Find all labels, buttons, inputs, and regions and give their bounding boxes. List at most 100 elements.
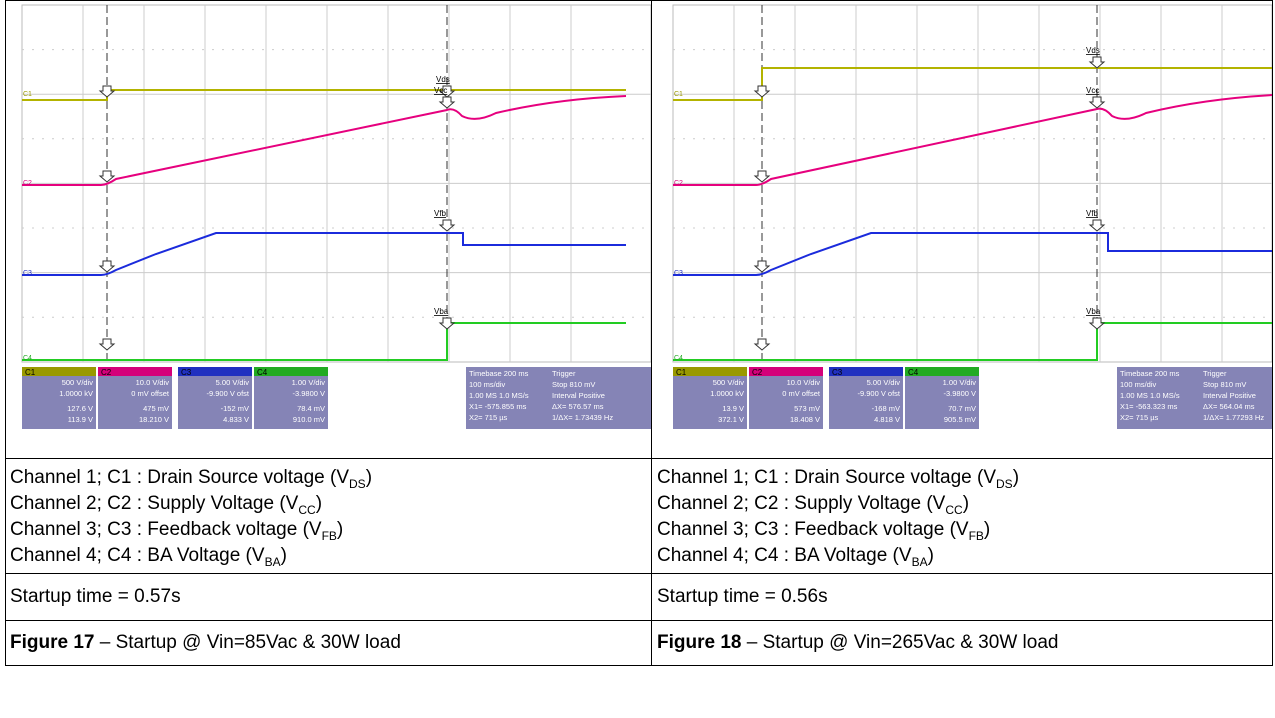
channel-box <box>905 367 979 429</box>
channel-label: C4 <box>23 355 32 362</box>
channel-value: 18.408 V <box>790 415 820 424</box>
channel-name: C1 <box>25 368 36 377</box>
channel-description: Channel 2; C2 : Supply Voltage (VCC) <box>657 493 969 517</box>
channel-value: 1.0000 kV <box>710 389 744 398</box>
channel-value: 0 mV offset <box>782 389 821 398</box>
timebase-value: X1= -575.855 ms <box>469 402 527 411</box>
description-subscript: FB <box>968 528 984 543</box>
border <box>651 0 652 665</box>
description-end: ) <box>280 545 287 566</box>
marker-label: Vfb <box>434 209 447 218</box>
border <box>5 0 6 665</box>
channel-value: 1.00 V/div <box>292 378 326 387</box>
channel-header <box>673 367 747 376</box>
marker-arrow <box>438 317 456 330</box>
channel-value: 1.00 V/div <box>943 378 977 387</box>
trigger-value: 1/ΔX= 1.77293 Hz <box>1203 413 1264 422</box>
startup-time: Startup time = 0.57s <box>10 586 181 607</box>
channel-name: C4 <box>257 368 268 377</box>
marker-arrow <box>1088 219 1106 232</box>
channel-value: 573 mV <box>794 404 820 413</box>
channel-value: 18.210 V <box>139 415 169 424</box>
marker-arrow <box>1088 96 1106 109</box>
description-text: Channel 1; C1 : Drain Source voltage (V <box>657 467 997 488</box>
waveform <box>673 322 1272 361</box>
channel-value: 4.818 V <box>874 415 900 424</box>
description-text: Channel 3; C3 : Feedback voltage (V <box>10 519 322 540</box>
trigger-value: ΔX= 576.57 ms <box>552 402 604 411</box>
channel-box <box>178 367 252 429</box>
channel-label: C2 <box>23 180 32 187</box>
trigger-value: ΔX= 564.04 ms <box>1203 402 1255 411</box>
timebase-value: Timebase 200 ms <box>469 369 529 378</box>
channel-box <box>829 367 903 429</box>
description-subscript: FB <box>321 528 337 543</box>
figure-caption: Figure 18 – Startup @ Vin=265Vac & 30W l… <box>657 632 1058 654</box>
timebase-value: X1= -563.323 ms <box>1120 402 1178 411</box>
waveform <box>22 95 627 186</box>
description-subscript: CC <box>298 502 316 517</box>
marker-arrow <box>753 338 771 351</box>
marker-arrow <box>438 85 456 98</box>
channel-label: C3 <box>23 270 32 277</box>
trigger-value: Stop 810 mV <box>552 380 595 389</box>
channel-value: -168 mV <box>872 404 900 413</box>
channel-value: 5.00 V/div <box>216 378 250 387</box>
channel-label: C1 <box>674 91 683 98</box>
description-text: Channel 4; C4 : BA Voltage (V <box>10 545 265 566</box>
marker-label: Vds <box>436 75 450 84</box>
channel-value: 0 mV offset <box>131 389 170 398</box>
channel-value: -9.900 V ofst <box>857 389 900 398</box>
border <box>5 665 1273 666</box>
channel-value: -3.9800 V <box>943 389 976 398</box>
marker-arrow <box>98 338 116 351</box>
channel-description: Channel 1; C1 : Drain Source voltage (VD… <box>10 467 372 491</box>
channel-box <box>749 367 823 429</box>
description-subscript: DS <box>349 476 366 491</box>
figure-text: – Startup @ Vin=85Vac & 30W load <box>94 632 401 653</box>
startup-time: Startup time = 0.56s <box>657 586 828 607</box>
channel-value: -152 mV <box>221 404 249 413</box>
channel-description: Channel 2; C2 : Supply Voltage (VCC) <box>10 493 322 517</box>
timebase-value: Timebase 200 ms <box>1120 369 1180 378</box>
channel-label: C3 <box>674 270 683 277</box>
channel-box <box>673 367 747 429</box>
channel-value: 905.5 mV <box>944 415 976 424</box>
channel-box <box>98 367 172 429</box>
border <box>5 0 1273 1</box>
channel-name: C2 <box>101 368 112 377</box>
description-subscript: DS <box>996 476 1013 491</box>
channel-header <box>178 367 252 376</box>
channel-value: 500 V/div <box>62 378 94 387</box>
trigger-value: 1/ΔX= 1.73439 Hz <box>552 413 613 422</box>
trigger-value: Interval Positive <box>1203 391 1256 400</box>
channel-label: C4 <box>674 355 683 362</box>
oscilloscope: C1 C2 C3 C4 Vds Vcc Vfb Vba C1 500 V/div 1.0000 kV… <box>672 4 1272 435</box>
channel-value: -9.900 V ofst <box>206 389 249 398</box>
description-text: Channel 3; C3 : Feedback voltage (V <box>657 519 969 540</box>
timebase-value: X2= 715 µs <box>1120 413 1159 422</box>
marker-arrow <box>438 219 456 232</box>
marker-arrow <box>98 85 116 98</box>
figure-text: – Startup @ Vin=265Vac & 30W load <box>741 632 1059 653</box>
border <box>5 573 1273 574</box>
marker-label: Vcc <box>434 86 447 95</box>
channel-value: 4.833 V <box>223 415 249 424</box>
channel-value: 5.00 V/div <box>867 378 901 387</box>
oscilloscope: C1 C2 C3 C4 Vds Vcc Vfb Vba C1 500 V/div 1.0000 kV… <box>21 4 651 435</box>
channel-label: C1 <box>23 91 32 98</box>
trigger-value: Stop 810 mV <box>1203 380 1246 389</box>
channel-header <box>829 367 903 376</box>
timebase-box <box>466 367 651 429</box>
marker-arrow <box>753 85 771 98</box>
channel-name: C3 <box>832 368 843 377</box>
channel-value: 500 V/div <box>713 378 745 387</box>
trigger-value: Trigger <box>1203 369 1227 378</box>
channel-box <box>22 367 96 429</box>
figure-label: Figure 18 <box>657 632 742 653</box>
channel-name: C3 <box>181 368 192 377</box>
figure-label: Figure 17 <box>10 632 95 653</box>
marker-arrow <box>1088 56 1106 69</box>
marker-arrow <box>753 260 771 273</box>
channel-description: Channel 3; C3 : Feedback voltage (VFB) <box>657 519 990 543</box>
